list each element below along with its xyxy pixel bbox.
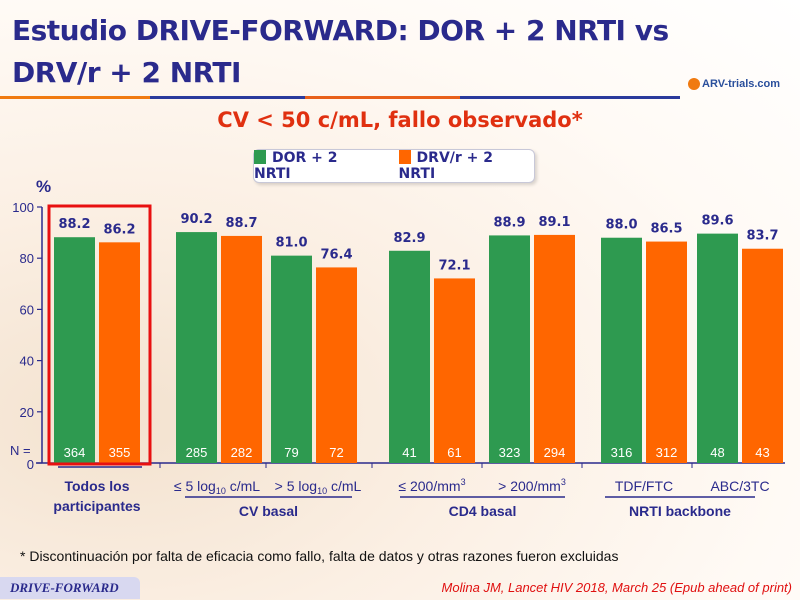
y-tick-label: 0 [27,457,34,472]
legend-swatch-orange [398,150,411,164]
bar-drv [742,248,783,463]
bar-n-label: 79 [284,445,298,460]
bar-value-label: 88.9 [493,215,525,230]
group-label: CD4 basal [449,503,517,519]
bar-n-label: 61 [447,445,461,460]
bar-n-label: 41 [402,445,416,460]
title-rule-red [305,96,460,99]
y-tick-label: 60 [20,302,34,317]
bar-drv [534,234,575,463]
bar-dor [697,233,738,463]
bar-n-label: 364 [64,445,86,460]
bar-value-label: 86.5 [650,222,682,237]
group-label: NRTI backbone [629,503,731,519]
bar-n-label: 323 [499,445,521,460]
bar-n-label: 72 [329,445,343,460]
bar-dor [271,255,312,463]
highlight-box [47,204,152,466]
bar-n-label: 316 [611,445,633,460]
bar-n-label: 282 [231,445,253,460]
legend-item-dor: DOR + 2 NRTI [254,150,338,182]
bar-n-label: 48 [710,445,724,460]
bar-value-label: 90.2 [180,212,212,227]
arv-trials-logo: ARV-trials.com [688,78,781,91]
bar-drv [221,235,262,463]
slide-title: Estudio DRIVE-FORWARD: DOR + 2 NRTI vs D… [12,14,669,89]
bar-dor [601,237,642,463]
category-label: ≤ 5 log10 c/mL [174,478,260,496]
category-label: participantes [53,498,140,514]
bar-drv [434,278,475,463]
bar-value-label: 76.4 [320,247,352,262]
footnote: * Discontinuación por falta de eficacia … [20,548,619,564]
bar-n-label: 285 [186,445,208,460]
legend-swatch-green [254,150,266,164]
category-label: > 200/mm3 [498,477,566,494]
bar-dor [389,250,430,463]
bar-dor [489,235,530,463]
category-label: ABC/3TC [710,478,769,494]
category-label: Todos los [64,478,129,494]
title-rule-orange [0,96,150,99]
category-label: > 5 log10 c/mL [275,478,362,496]
bar-dor [54,237,95,463]
bar-n-label: 294 [544,445,566,460]
citation: Molina JM, Lancet HIV 2018, March 25 (Ep… [441,580,792,595]
bar-value-label: 88.7 [225,216,257,231]
y-axis-label: % [36,177,51,196]
y-tick-label: 80 [20,251,34,266]
bar-drv [99,242,140,463]
bar-n-label: 43 [755,445,769,460]
bar-value-label: 88.0 [605,218,637,233]
study-tag: DRIVE-FORWARD [0,577,140,599]
y-tick-label: 100 [12,200,34,215]
title-rule-blue [150,96,305,99]
n-label: N = [10,443,31,458]
bar-value-label: 72.1 [438,258,470,273]
bar-value-label: 88.2 [58,217,90,232]
bar-n-label: 355 [109,445,131,460]
chart-subtitle: CV < 50 c/mL, fallo observado* [217,108,583,132]
bar-value-label: 82.9 [393,231,425,246]
title-rule-blue-2 [460,96,680,99]
category-label: TDF/FTC [615,478,673,494]
bar-value-label: 89.1 [538,215,570,230]
bar-n-label: 312 [656,445,678,460]
y-tick-label: 40 [20,354,34,369]
bar-value-label: 81.0 [275,236,307,251]
bar-value-label: 89.6 [701,214,733,229]
bar-dor [176,232,217,463]
group-label: CV basal [239,503,298,519]
bar-value-label: 83.7 [746,229,778,244]
category-label: ≤ 200/mm3 [398,477,465,494]
bar-drv [316,267,357,463]
logo-text: ARV-trials.com [702,78,781,90]
bar-drv [646,241,687,463]
legend-item-drv: DRV/r + 2 NRTI [398,150,494,182]
bar-value-label: 86.2 [103,222,135,237]
logo-icon [688,78,700,91]
chart-legend: DOR + 2 NRTI DRV/r + 2 NRTI [253,149,535,183]
y-tick-label: 20 [20,405,34,420]
